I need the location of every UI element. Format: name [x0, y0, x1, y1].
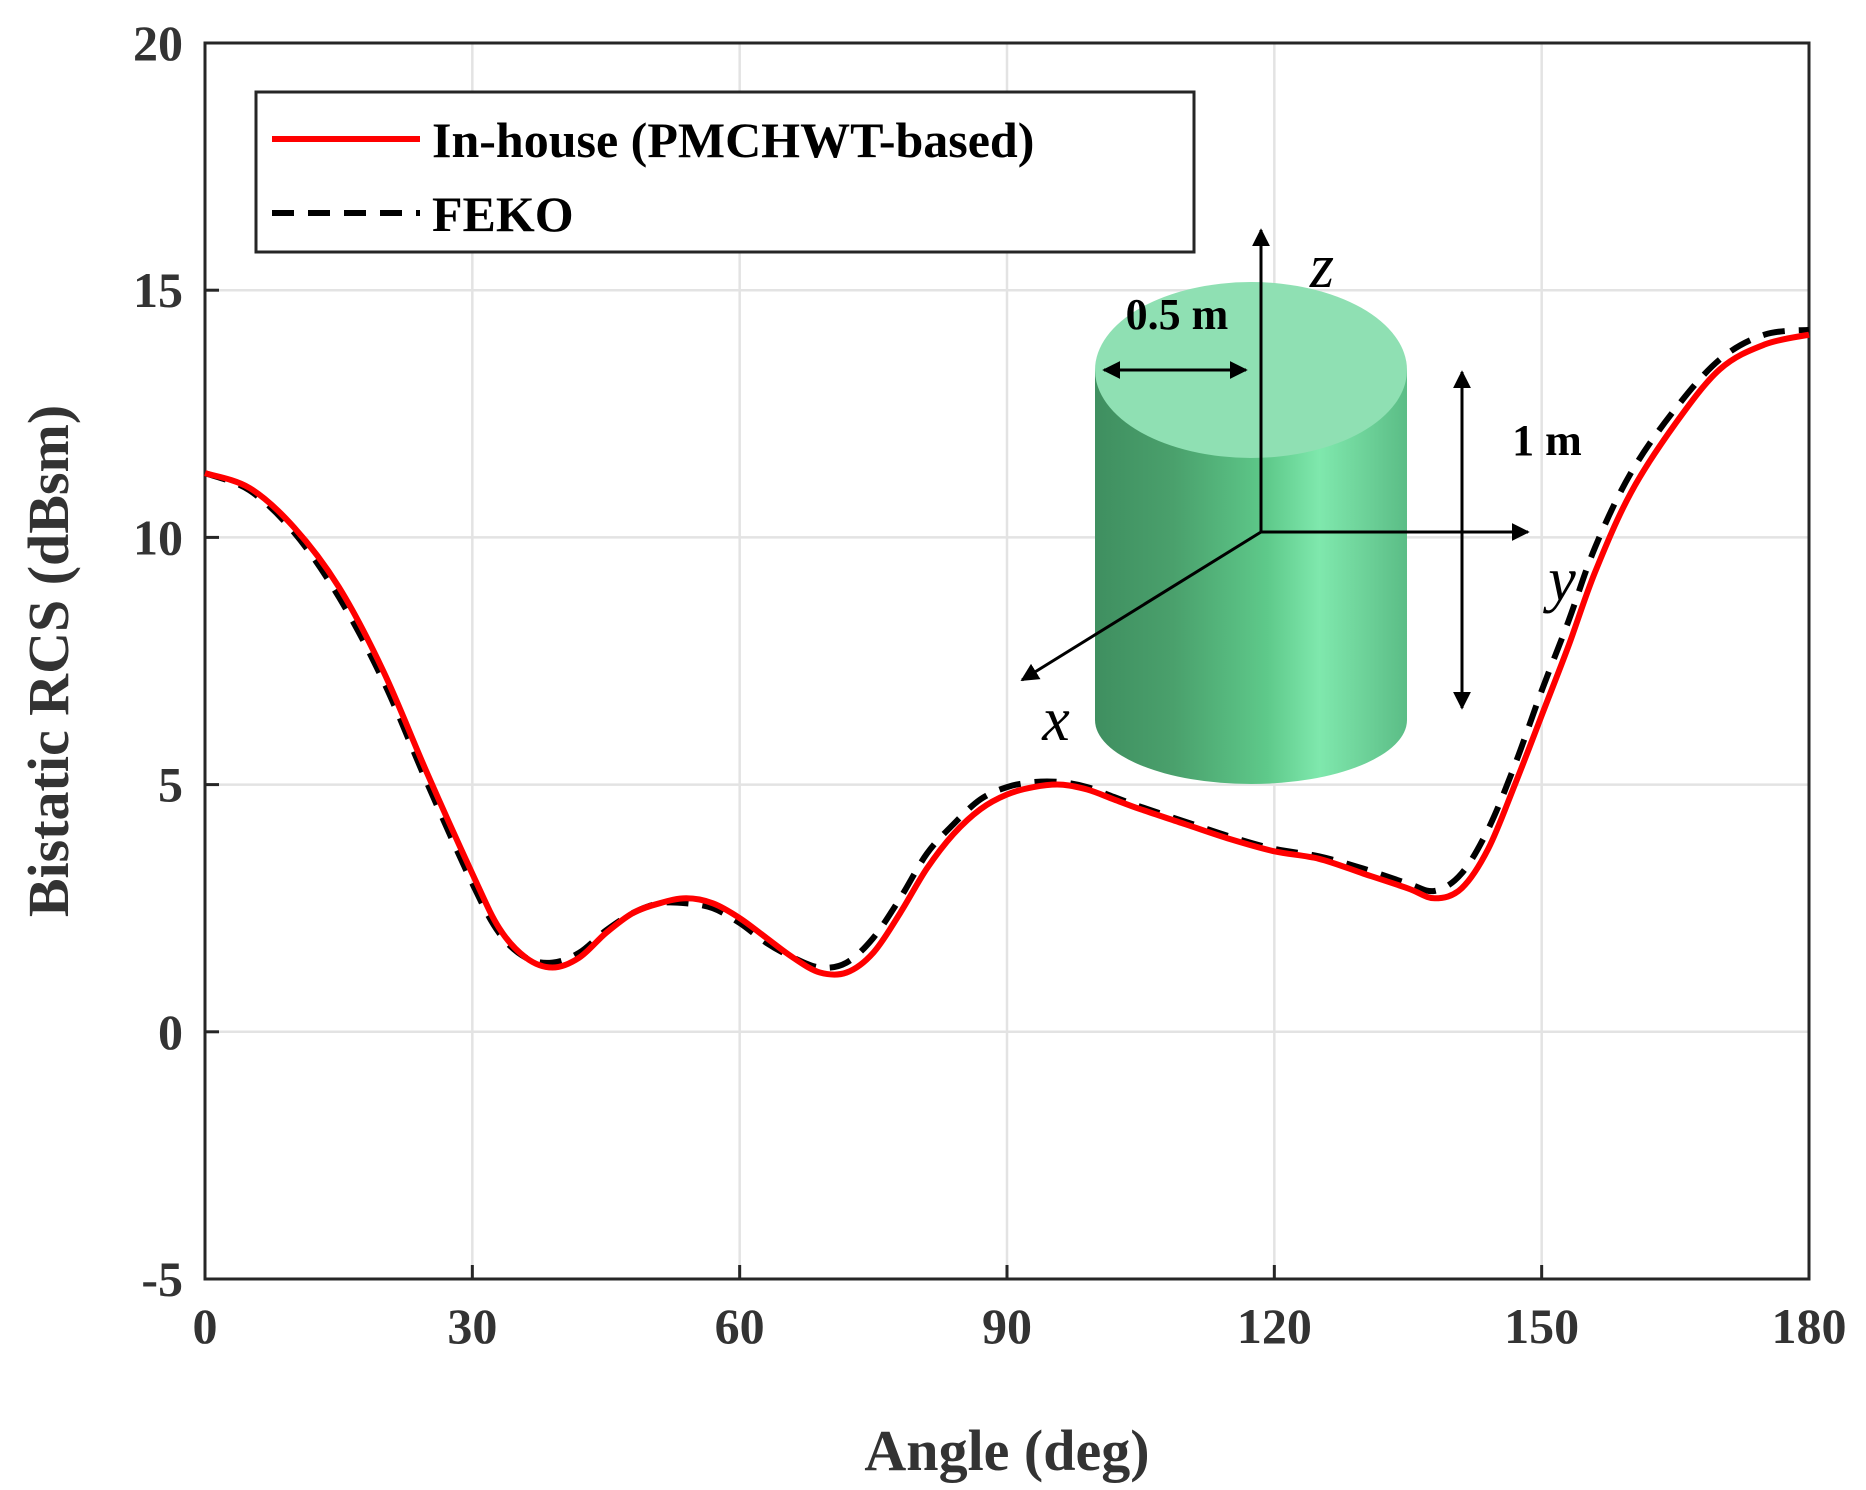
- y-tick-label: 5: [158, 757, 183, 813]
- y-axis-label: Bistatic RCS (dBsm): [16, 405, 81, 917]
- x-axis-arrow: [1020, 530, 1262, 682]
- x-tick-label: 90: [982, 1298, 1032, 1354]
- legend-label-feko: FEKO: [432, 186, 574, 242]
- x-tick-label: 30: [447, 1298, 497, 1354]
- inset-cylinder-diagram: 0.5 m 1 m z y x: [1020, 228, 1582, 784]
- y-tick-label: 0: [158, 1004, 183, 1060]
- y-axis-letter: y: [1542, 546, 1576, 614]
- series-layer: [203, 326, 1810, 978]
- x-axis-label: Angle (deg): [864, 1418, 1149, 1483]
- height-label: 1 m: [1512, 416, 1582, 465]
- z-axis-letter: z: [1309, 233, 1334, 301]
- legend: In-house (PMCHWT-based) FEKO: [254, 90, 1196, 254]
- x-tick-label: 0: [193, 1298, 218, 1354]
- cylinder-top: [1095, 282, 1407, 458]
- x-tick-label: 150: [1504, 1298, 1579, 1354]
- x-tick-label: 60: [715, 1298, 765, 1354]
- y-tick-label: 15: [133, 262, 183, 318]
- x-tick-label: 120: [1237, 1298, 1312, 1354]
- y-tick-label: 10: [133, 509, 183, 565]
- legend-label-inhouse: In-house (PMCHWT-based): [432, 112, 1034, 168]
- legend-box: [254, 90, 1196, 254]
- cylinder-body: [1095, 370, 1407, 784]
- x-tick-label: 180: [1772, 1298, 1847, 1354]
- y-tick-label: 20: [133, 15, 183, 71]
- y-tick-label: -5: [141, 1251, 183, 1307]
- x-axis-letter: x: [1041, 686, 1070, 754]
- radius-label: 0.5 m: [1126, 290, 1229, 339]
- series-line-inhouse: [204, 331, 1810, 978]
